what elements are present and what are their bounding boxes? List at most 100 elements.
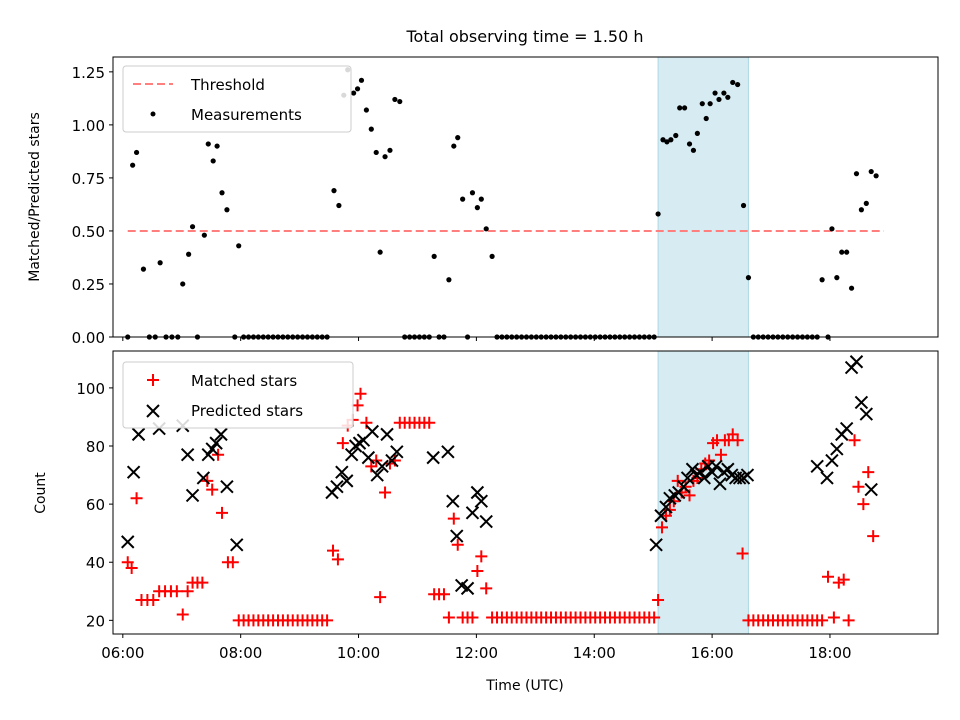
predicted-star-point bbox=[180, 448, 195, 462]
matched-star-point bbox=[125, 562, 138, 575]
matched-star-point bbox=[857, 498, 870, 511]
predicted-star-point bbox=[230, 538, 244, 552]
matched-star-point bbox=[216, 506, 229, 519]
predicted-star-point bbox=[460, 581, 475, 596]
predicted-star-point bbox=[370, 468, 384, 482]
measurement-point bbox=[858, 207, 864, 213]
measurement-point bbox=[336, 202, 342, 209]
measurement-point bbox=[664, 139, 670, 145]
predicted-star-point bbox=[685, 462, 700, 476]
matched-star-point bbox=[471, 564, 484, 577]
bottom-plot-frame bbox=[112, 350, 939, 635]
predicted-star-point bbox=[201, 448, 215, 462]
matched-star-point bbox=[423, 416, 436, 429]
matched-star-point bbox=[321, 614, 334, 627]
bottom-y-tick-label: 100 bbox=[76, 380, 105, 398]
measurement-point bbox=[180, 281, 186, 287]
measurement-point bbox=[699, 101, 705, 107]
matched-star-point bbox=[379, 486, 392, 499]
predicted-star-point bbox=[864, 482, 878, 497]
matched-star-point bbox=[374, 591, 387, 604]
measurement-point bbox=[489, 253, 495, 259]
predicted-star-point bbox=[854, 395, 869, 410]
measurement-point bbox=[829, 226, 835, 232]
measurement-point bbox=[201, 232, 207, 238]
top-y-tick-label: 1.00 bbox=[72, 117, 105, 135]
measurement-point bbox=[682, 105, 688, 111]
legend-matched-label: Matched stars bbox=[191, 372, 297, 390]
legend-predicted-label: Predicted stars bbox=[191, 402, 303, 420]
top-x-ticks bbox=[122, 337, 831, 341]
matched-star-point bbox=[451, 538, 464, 551]
matched-star-point bbox=[848, 434, 861, 447]
legend-threshold-label: Threshold bbox=[190, 76, 265, 94]
measurement-point bbox=[210, 158, 216, 164]
measurement-point bbox=[219, 190, 225, 196]
predicted-star-point bbox=[340, 474, 354, 488]
measurement-point bbox=[474, 205, 480, 211]
measurement-point bbox=[133, 149, 140, 156]
matched-star-point bbox=[196, 576, 209, 589]
top-y-axis-label: Matched/Predicted stars bbox=[27, 112, 43, 282]
predicted-star-point bbox=[825, 453, 839, 468]
predicted-star-point bbox=[810, 459, 824, 474]
measurement-point bbox=[721, 90, 727, 96]
measurement-point bbox=[740, 202, 747, 209]
measurement-point bbox=[451, 143, 457, 149]
predicted-star-point bbox=[649, 538, 663, 552]
measurement-point bbox=[431, 253, 437, 259]
predicted-star-point bbox=[441, 445, 455, 459]
measurement-point bbox=[853, 171, 860, 177]
predicted-star-point bbox=[732, 471, 747, 485]
bottom-x-ticks: 06:00 08:00 10:00 12:00 14:00 16:00 18:00 bbox=[101, 634, 852, 662]
matched-star-point bbox=[130, 492, 143, 505]
predicted-star-point bbox=[185, 488, 200, 503]
measurement-point bbox=[382, 154, 388, 160]
predicted-star-point bbox=[205, 442, 219, 456]
measurement-point bbox=[834, 275, 840, 281]
predicted-stars-points bbox=[121, 355, 878, 596]
predicted-star-point bbox=[121, 535, 135, 549]
matched-star-point bbox=[837, 573, 850, 586]
measurement-point bbox=[469, 190, 476, 196]
matched-star-point bbox=[466, 611, 479, 624]
predicted-star-point bbox=[659, 500, 673, 514]
predicted-star-point bbox=[697, 471, 711, 485]
predicted-star-point bbox=[330, 479, 344, 494]
matched-star-point bbox=[867, 530, 880, 543]
bottom-y-tick-label: 40 bbox=[86, 554, 105, 572]
predicted-star-point bbox=[859, 407, 874, 421]
bottom-x-tick-label: 10:00 bbox=[337, 644, 380, 662]
count-panel: 20 40 60 80 100 06:00 08:00 10:00 12:00 14:00 16:… bbox=[33, 350, 939, 694]
measurement-point bbox=[694, 130, 700, 136]
predicted-star-point bbox=[820, 471, 834, 485]
matched-star-point bbox=[181, 585, 194, 598]
predicted-star-point bbox=[375, 459, 389, 474]
matched-star-point bbox=[351, 399, 364, 412]
predicted-star-point bbox=[713, 477, 727, 491]
measurement-point bbox=[703, 115, 709, 122]
bottom-y-axis-label: Count bbox=[33, 472, 49, 514]
measurement-point bbox=[205, 141, 211, 147]
measurement-point bbox=[660, 137, 666, 143]
measurement-point bbox=[483, 226, 489, 232]
predicted-star-point bbox=[693, 465, 708, 479]
predicted-star-point bbox=[220, 479, 234, 494]
measurement-point bbox=[863, 200, 869, 206]
predicted-star-point bbox=[654, 509, 668, 523]
predicted-star-point bbox=[830, 442, 844, 456]
predicted-star-point bbox=[839, 421, 854, 436]
matched-star-point bbox=[170, 585, 183, 598]
legend-measurements-swatch bbox=[150, 111, 156, 117]
predicted-star-point bbox=[705, 465, 719, 479]
predicted-star-point bbox=[385, 453, 399, 468]
bottom-x-tick-label: 18:00 bbox=[808, 644, 851, 662]
predicted-star-point bbox=[361, 450, 376, 465]
top-legend-box bbox=[122, 65, 352, 133]
predicted-star-point bbox=[365, 424, 379, 439]
bottom-legend: Matched stars Predicted stars bbox=[122, 361, 354, 429]
measurement-point bbox=[140, 266, 147, 272]
measurement-point bbox=[331, 188, 337, 194]
measurement-point bbox=[677, 105, 683, 111]
